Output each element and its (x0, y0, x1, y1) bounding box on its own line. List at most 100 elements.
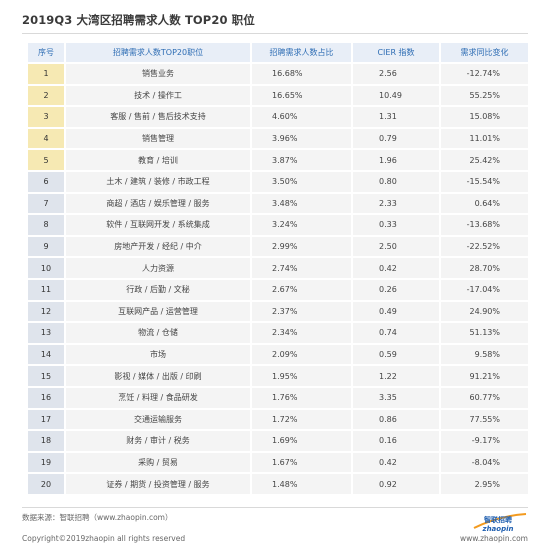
table-row: 16 烹饪 / 料理 / 食品研发 1.76% 3.35 60.77% (28, 387, 528, 408)
position-cell: 软件 / 互联网开发 / 系统集成 (66, 215, 250, 235)
yoy-cell: 2.95% (441, 474, 528, 494)
cier-cell: 0.59 (353, 344, 439, 365)
cier-cell: 0.16 (353, 431, 439, 451)
position-cell: 证券 / 期货 / 投资管理 / 服务 (66, 474, 250, 494)
yoy-cell: -22.52% (441, 236, 528, 257)
rank-cell: 17 (28, 409, 64, 430)
share-cell: 4.60% (252, 107, 351, 127)
cier-cell: 2.50 (353, 236, 439, 257)
share-cell: 16.65% (252, 85, 351, 106)
ranking-table: 序号 招聘需求人数TOP20职位 招聘需求人数占比 CIER 指数 需求同比变化… (26, 41, 530, 496)
cier-cell: 10.49 (353, 85, 439, 106)
position-cell: 互联网产品 / 运营管理 (66, 301, 250, 322)
cier-cell: 0.42 (353, 452, 439, 473)
footer-divider (22, 507, 528, 508)
rank-cell: 6 (28, 171, 64, 192)
logo-text: 智联招聘 (484, 515, 512, 524)
table-row: 8 软件 / 互联网开发 / 系统集成 3.24% 0.33 -13.68% (28, 215, 528, 235)
yoy-cell: 11.01% (441, 128, 528, 149)
header-cier: CIER 指数 (353, 43, 439, 62)
cier-cell: 0.80 (353, 171, 439, 192)
table-row: 12 互联网产品 / 运营管理 2.37% 0.49 24.90% (28, 301, 528, 322)
rank-cell: 9 (28, 236, 64, 257)
table-row: 19 采购 / 贸易 1.67% 0.42 -8.04% (28, 452, 528, 473)
table-row: 4 销售管理 3.96% 0.79 11.01% (28, 128, 528, 149)
yoy-cell: 55.25% (441, 85, 528, 106)
yoy-cell: 25.42% (441, 150, 528, 170)
yoy-cell: 9.58% (441, 344, 528, 365)
share-cell: 3.50% (252, 171, 351, 192)
header-position: 招聘需求人数TOP20职位 (66, 43, 250, 62)
copyright-text: Copyright©2019zhaopin all rights reserve… (22, 534, 186, 543)
cier-cell: 1.96 (353, 150, 439, 170)
table-row: 20 证券 / 期货 / 投资管理 / 服务 1.48% 0.92 2.95% (28, 474, 528, 494)
position-cell: 土木 / 建筑 / 装修 / 市政工程 (66, 171, 250, 192)
rank-cell: 7 (28, 193, 64, 214)
position-cell: 客服 / 售前 / 售后技术支持 (66, 107, 250, 127)
share-cell: 1.95% (252, 366, 351, 386)
table-row: 2 技术 / 操作工 16.65% 10.49 55.25% (28, 85, 528, 106)
rank-cell: 3 (28, 107, 64, 127)
position-cell: 交通运输服务 (66, 409, 250, 430)
zhaopin-logo: 智联招聘 zhaopin (468, 510, 528, 534)
position-cell: 教育 / 培训 (66, 150, 250, 170)
yoy-cell: 24.90% (441, 301, 528, 322)
cier-cell: 0.26 (353, 279, 439, 300)
header-yoy: 需求同比变化 (441, 43, 528, 62)
table-row: 5 教育 / 培训 3.87% 1.96 25.42% (28, 150, 528, 170)
data-source: 数据来源：智联招聘（www.zhaopin.com） (22, 513, 173, 522)
position-cell: 人力资源 (66, 258, 250, 278)
yoy-cell: -9.17% (441, 431, 528, 451)
rank-cell: 10 (28, 258, 64, 278)
yoy-cell: -17.04% (441, 279, 528, 300)
position-cell: 市场 (66, 344, 250, 365)
share-cell: 3.87% (252, 150, 351, 170)
table-row: 1 销售业务 16.68% 2.56 -12.74% (28, 64, 528, 84)
table-row: 18 财务 / 审计 / 税务 1.69% 0.16 -9.17% (28, 431, 528, 451)
table-row: 15 影视 / 媒体 / 出版 / 印刷 1.95% 1.22 91.21% (28, 366, 528, 386)
cier-cell: 1.22 (353, 366, 439, 386)
cier-cell: 0.33 (353, 215, 439, 235)
cier-cell: 2.56 (353, 64, 439, 84)
rank-cell: 20 (28, 474, 64, 494)
table-body: 1 销售业务 16.68% 2.56 -12.74% 2 技术 / 操作工 16.65% 10.… (28, 64, 528, 494)
yoy-cell: 0.64% (441, 193, 528, 214)
cier-cell: 0.49 (353, 301, 439, 322)
share-cell: 1.76% (252, 387, 351, 408)
cier-cell: 0.79 (353, 128, 439, 149)
table-header-row: 序号 招聘需求人数TOP20职位 招聘需求人数占比 CIER 指数 需求同比变化 (28, 43, 528, 62)
position-cell: 商超 / 酒店 / 娱乐管理 / 服务 (66, 193, 250, 214)
table-row: 7 商超 / 酒店 / 娱乐管理 / 服务 3.48% 2.33 0.64% (28, 193, 528, 214)
logo-sub: zhaopin (482, 525, 514, 533)
yoy-cell: -8.04% (441, 452, 528, 473)
yoy-cell: 91.21% (441, 366, 528, 386)
position-cell: 技术 / 操作工 (66, 85, 250, 106)
title-divider (22, 33, 528, 34)
cier-cell: 2.33 (353, 193, 439, 214)
cier-cell: 1.31 (353, 107, 439, 127)
rank-cell: 13 (28, 323, 64, 343)
yoy-cell: -12.74% (441, 64, 528, 84)
position-cell: 烹饪 / 料理 / 食品研发 (66, 387, 250, 408)
rank-cell: 11 (28, 279, 64, 300)
rank-cell: 16 (28, 387, 64, 408)
share-cell: 2.74% (252, 258, 351, 278)
position-cell: 财务 / 审计 / 税务 (66, 431, 250, 451)
share-cell: 2.99% (252, 236, 351, 257)
share-cell: 2.34% (252, 323, 351, 343)
position-cell: 行政 / 后勤 / 文秘 (66, 279, 250, 300)
rank-cell: 5 (28, 150, 64, 170)
yoy-cell: 60.77% (441, 387, 528, 408)
table-row: 3 客服 / 售前 / 售后技术支持 4.60% 1.31 15.08% (28, 107, 528, 127)
position-cell: 销售管理 (66, 128, 250, 149)
table-row: 13 物流 / 仓储 2.34% 0.74 51.13% (28, 323, 528, 343)
share-cell: 1.48% (252, 474, 351, 494)
table-row: 6 土木 / 建筑 / 装修 / 市政工程 3.50% 0.80 -15.54% (28, 171, 528, 192)
share-cell: 1.72% (252, 409, 351, 430)
rank-cell: 12 (28, 301, 64, 322)
position-cell: 采购 / 贸易 (66, 452, 250, 473)
share-cell: 1.69% (252, 431, 351, 451)
table-row: 14 市场 2.09% 0.59 9.58% (28, 344, 528, 365)
table-row: 11 行政 / 后勤 / 文秘 2.67% 0.26 -17.04% (28, 279, 528, 300)
